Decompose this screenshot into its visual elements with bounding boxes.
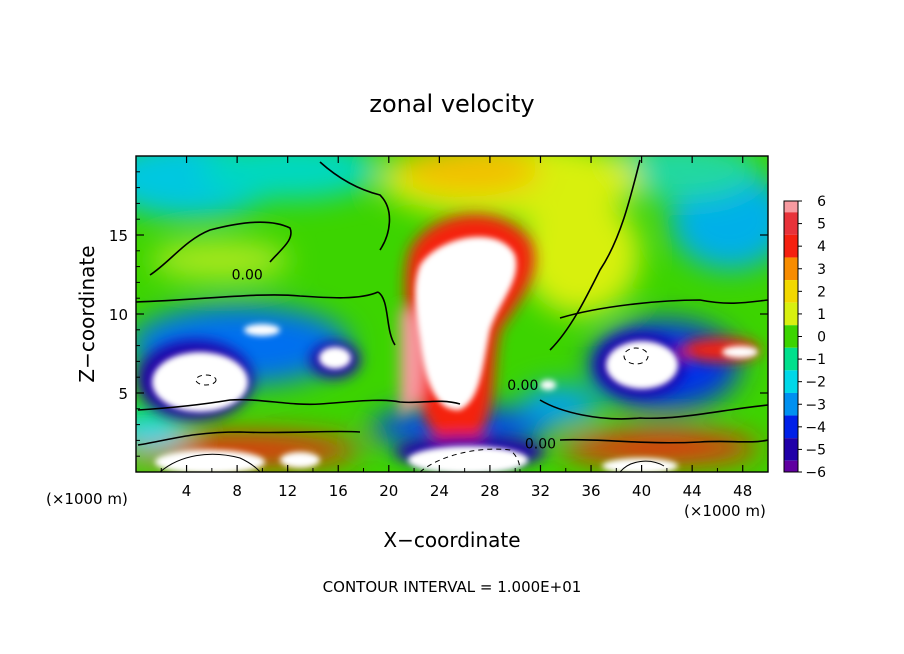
x-tick-label: 48 xyxy=(733,482,752,500)
x-tick-label: 12 xyxy=(278,482,297,500)
x-tick-label: 36 xyxy=(581,482,600,500)
colorbar-tick-label: 6 xyxy=(817,194,826,210)
colorbar-tick-label: −5 xyxy=(805,442,826,458)
x-tick-label: 20 xyxy=(379,482,398,500)
y-tick-label: 15 xyxy=(109,227,128,245)
x-tick-label: 28 xyxy=(480,482,499,500)
colorbar-tick-label: −2 xyxy=(805,375,826,391)
x-axis: 4 8 12 16 20 24 28 32 36 40 44 48 xyxy=(160,156,752,500)
zero-contours xyxy=(136,159,768,446)
colorbar-tick-label: 4 xyxy=(817,239,826,255)
colorbar-swatch xyxy=(784,257,798,281)
colorbar-tick-label: −1 xyxy=(805,352,826,368)
colorbar: 6 5 4 3 2 1 0 −1 −2 −3 −4 −5 −6 xyxy=(783,194,826,481)
x-axis-label: X−coordinate xyxy=(383,528,520,552)
contour-label: 0.00 xyxy=(507,378,538,394)
velocity-field xyxy=(136,156,768,472)
contour-label: 0.00 xyxy=(525,437,556,453)
colorbar-swatch xyxy=(784,438,798,461)
colorbar-swatch xyxy=(784,392,798,416)
y-axis-label: Z−coordinate xyxy=(75,245,99,382)
negative-contours xyxy=(195,347,649,472)
x-tick-label: 40 xyxy=(632,482,651,500)
colorbar-tick-label: −4 xyxy=(805,420,826,436)
colorbar-tick-label: −3 xyxy=(805,397,826,413)
contour-label: 0.00 xyxy=(232,268,263,284)
colorbar-tick-label: 3 xyxy=(817,262,826,278)
contour-labels: 0.00 0.00 0.00 xyxy=(232,268,556,453)
colorbar-swatch xyxy=(784,302,798,326)
x-tick-label: 4 xyxy=(182,482,192,500)
y-axis: 5 10 15 xyxy=(109,171,768,457)
x-unit-label-left: (×1000 m) xyxy=(46,490,128,508)
contour-interval-footer: CONTOUR INTERVAL = 1.000E+01 xyxy=(323,578,582,596)
colorbar-swatch xyxy=(784,234,798,258)
x-tick-label: 24 xyxy=(430,482,449,500)
y-tick-label: 10 xyxy=(109,306,128,324)
colorbar-swatch xyxy=(784,415,798,439)
colorbar-swatch xyxy=(784,347,798,371)
x-tick-label: 8 xyxy=(232,482,242,500)
colorbar-tick-label: 0 xyxy=(817,330,826,346)
colorbar-swatch xyxy=(784,325,798,348)
colorbar-tick-label: 2 xyxy=(817,284,826,300)
colorbar-swatch xyxy=(784,280,798,303)
colorbar-swatch xyxy=(784,370,798,393)
y-tick-label: 5 xyxy=(118,385,128,403)
x-tick-label: 44 xyxy=(683,482,702,500)
colorbar-tick-label: 1 xyxy=(817,307,826,323)
chart-title: zonal velocity xyxy=(369,90,534,118)
colorbar-swatch xyxy=(784,212,798,235)
x-unit-label-right: (×1000 m) xyxy=(684,502,766,520)
thin-contours xyxy=(159,453,665,472)
colorbar-tick-label: −6 xyxy=(805,465,826,481)
colorbar-swatch xyxy=(784,460,798,472)
x-tick-label: 32 xyxy=(531,482,550,500)
colorbar-swatch xyxy=(784,201,798,213)
colorbar-tick-label: 5 xyxy=(817,217,826,233)
x-tick-label: 16 xyxy=(329,482,348,500)
